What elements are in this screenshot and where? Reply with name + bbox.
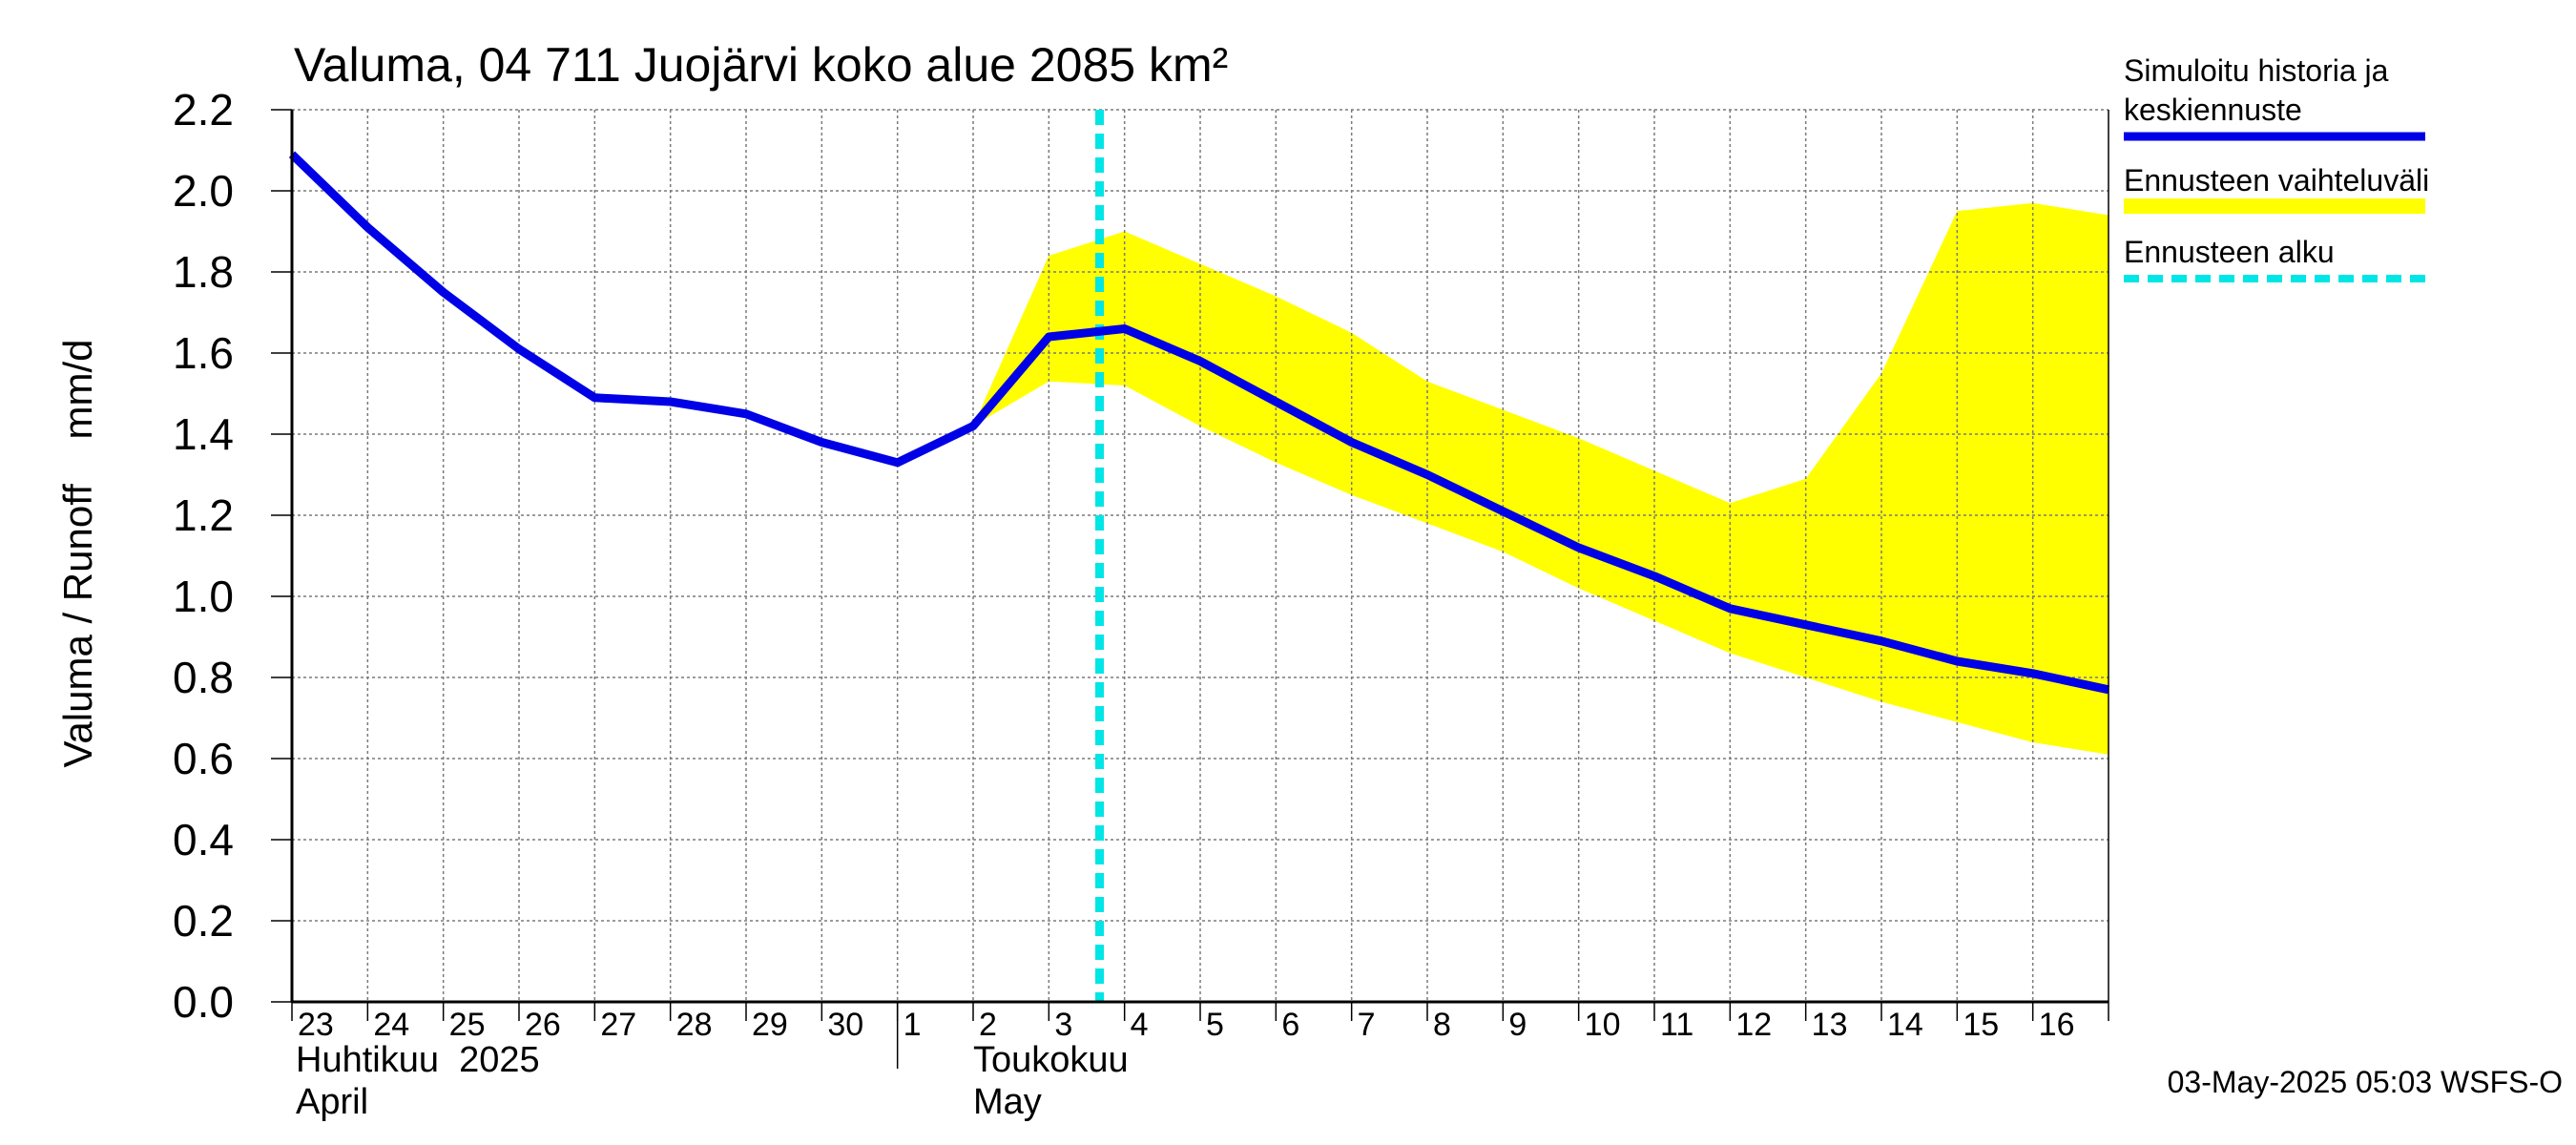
series-point — [1578, 547, 1580, 549]
grid-lines — [292, 109, 2109, 1002]
legend-label-forecast-start: Ennusteen alku — [2124, 235, 2335, 269]
series-point — [745, 413, 747, 415]
series-point — [821, 442, 822, 443]
y-tick-label: 0.2 — [173, 896, 234, 946]
y-tick-labels: 0.0 0.2 0.4 0.6 0.8 1.0 1.2 1.4 1.6 1.8 2.0 2.2 — [173, 85, 292, 1027]
month-label-april-line2: April — [296, 1082, 368, 1122]
x-tick-label: 13 — [1812, 1007, 1848, 1043]
series-point — [1502, 510, 1504, 512]
x-tick-label: 26 — [525, 1007, 561, 1043]
x-tick-label: 4 — [1131, 1007, 1149, 1043]
x-tick-label: 2 — [979, 1007, 997, 1043]
month-label-may-line2: May — [973, 1082, 1042, 1122]
series-point — [670, 401, 672, 403]
x-tick-label: 14 — [1887, 1007, 1923, 1043]
x-tick-label: 30 — [827, 1007, 863, 1043]
y-tick-label: 0.8 — [173, 653, 234, 702]
legend-label-simulated-line1: Simuloitu historia ja — [2124, 53, 2389, 88]
x-tick-label: 5 — [1206, 1007, 1224, 1043]
y-tick-label: 1.0 — [173, 572, 234, 621]
x-tick-labels: 23 24 25 26 27 28 29 30 1 2 3 4 5 6 7 8 9 10 11 12 13 14 15 16 — [298, 1007, 2074, 1043]
x-tick-label: 1 — [904, 1007, 922, 1043]
x-tick-label: 6 — [1281, 1007, 1299, 1043]
series-point — [897, 462, 899, 464]
legend: Simuloitu historia ja keskiennuste Ennus… — [2124, 53, 2429, 282]
series-point — [2032, 673, 2034, 675]
series-point — [1199, 361, 1201, 362]
y-tick-label: 1.2 — [173, 490, 234, 540]
series-point — [1653, 575, 1655, 577]
x-tick-label: 28 — [676, 1007, 713, 1043]
series-point — [1729, 608, 1731, 610]
y-tick-label: 1.6 — [173, 328, 234, 378]
y-tick-label: 0.6 — [173, 734, 234, 783]
y-tick-label: 2.2 — [173, 85, 234, 135]
series-point — [1426, 474, 1428, 475]
chart-title: Valuma, 04 711 Juojärvi koko alue 2085 k… — [294, 38, 1228, 92]
x-tick-label: 8 — [1433, 1007, 1451, 1043]
x-tick-label: 3 — [1054, 1007, 1072, 1043]
series-lines — [288, 151, 2109, 695]
series-point — [518, 348, 520, 350]
x-tick-label: 25 — [449, 1007, 486, 1043]
x-tick-label: 15 — [1963, 1007, 1999, 1043]
range-band-area — [973, 202, 2109, 755]
x-tick-label: 27 — [600, 1007, 636, 1043]
legend-label-range: Ennusteen vaihteluväli — [2124, 163, 2429, 198]
x-tick-label: 11 — [1660, 1007, 1693, 1043]
month-label-may-line1: Toukokuu — [973, 1040, 1129, 1080]
x-tick-label: 9 — [1508, 1007, 1527, 1043]
series-point — [443, 291, 445, 293]
series-point — [1880, 640, 1882, 642]
series-point — [972, 426, 974, 427]
y-axis-label: Valuma / Runoff mm/d — [55, 340, 100, 768]
series-point — [1275, 401, 1277, 403]
series-point — [1805, 624, 1807, 626]
x-tick-label: 10 — [1585, 1007, 1621, 1043]
x-tick-label: 24 — [373, 1007, 409, 1043]
month-label-april-line1: Huhtikuu 2025 — [296, 1040, 540, 1080]
footer-timestamp: 03-May-2025 05:03 WSFS-O — [2168, 1065, 2563, 1099]
x-tick-label: 12 — [1735, 1007, 1772, 1043]
x-tick-label: 7 — [1358, 1007, 1376, 1043]
x-tick-label: 29 — [752, 1007, 788, 1043]
y-tick-label: 1.4 — [173, 409, 234, 459]
y-tick-label: 1.8 — [173, 247, 234, 297]
y-tick-label: 0.4 — [173, 815, 234, 864]
series-point — [1351, 442, 1353, 443]
series-point — [366, 226, 368, 228]
series-point — [593, 397, 595, 399]
axes — [290, 110, 2109, 1069]
x-tick-label: 16 — [2039, 1007, 2075, 1043]
x-tick-label: 23 — [298, 1007, 334, 1043]
forecast-range-band — [973, 202, 2109, 755]
y-tick-label: 2.0 — [173, 166, 234, 216]
y-tick-label: 0.0 — [173, 977, 234, 1027]
legend-label-simulated-line2: keskiennuste — [2124, 93, 2302, 127]
series-point — [1124, 328, 1126, 329]
series-point — [1956, 660, 1958, 662]
